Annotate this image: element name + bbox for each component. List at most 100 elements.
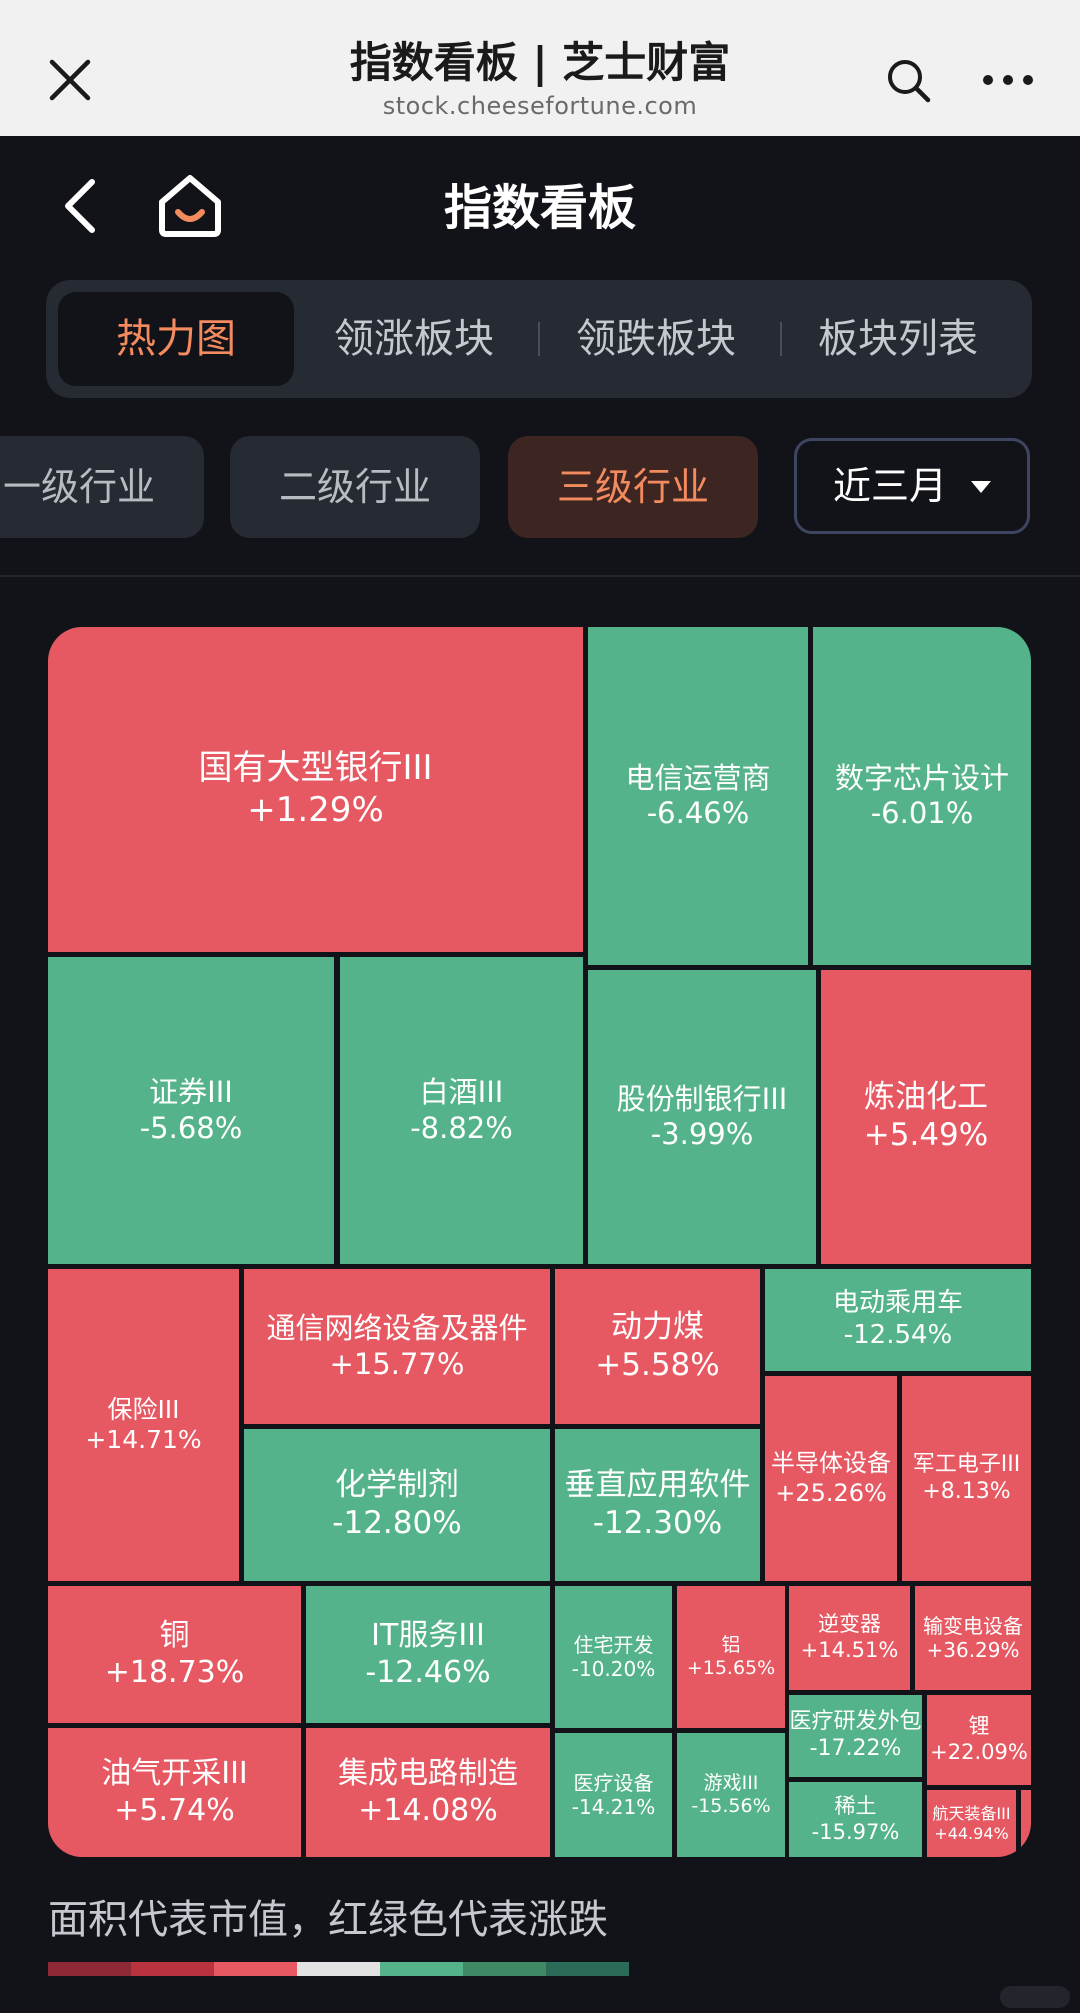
cell-sector-name: 输变电设备 [923,1613,1023,1638]
cell-change-value: -17.22% [809,1736,902,1761]
cell-sector-name: 股份制银行III [616,1081,788,1116]
chevron-left-icon[interactable] [56,176,108,236]
treemap-cell[interactable]: 动力煤 +5.58% [555,1269,760,1424]
treemap-cell[interactable]: 半导体设备 +25.26% [765,1376,897,1581]
treemap-cell[interactable]: IT服务III -12.46% [306,1586,550,1723]
cell-sector-name: 电信运营商 [625,760,771,795]
legend-swatch [463,1962,546,1976]
cell-change-value: -3.99% [650,1117,754,1151]
treemap-cell[interactable]: 住宅开发 -10.20% [555,1586,672,1728]
cell-change-value: +18.73% [104,1654,245,1690]
cell-change-value: -10.20% [571,1657,656,1681]
cell-change-value: +44.94% [934,1823,1009,1843]
caret-down-icon [971,481,991,493]
tab-separator [538,322,540,356]
cell-sector-name: 铝 [721,1633,741,1656]
cell-sector-name: 军工电子III [912,1451,1021,1477]
cell-sector-name: 油气开采III [101,1755,248,1791]
treemap-cell[interactable]: 铝 +15.65% [677,1586,785,1728]
treemap-cell[interactable]: 炼油化工 +5.49% [821,970,1031,1264]
cell-change-value: -6.01% [870,796,974,830]
treemap-cell[interactable]: 数字芯片设计 -6.01% [813,627,1031,965]
treemap-cell[interactable]: 游戏III -15.56% [677,1733,785,1857]
cell-change-value: -15.97% [811,1819,900,1844]
treemap-cell[interactable]: 电动乘用车 -12.54% [765,1269,1031,1371]
treemap-cell[interactable]: 电信运营商 -6.46% [588,627,808,965]
treemap-cell[interactable]: 医疗设备 -14.21% [555,1733,672,1857]
tab-top-gainers[interactable]: 领涨板块 [334,316,494,362]
treemap-cell[interactable]: 航天装备III +44.94% [927,1790,1016,1857]
treemap-cell[interactable]: 锂 +22.09% [927,1695,1031,1785]
home-icon[interactable] [154,170,226,238]
tab-separator [780,322,782,356]
legend-swatch [214,1962,297,1976]
divider [0,575,1080,577]
cell-change-value: -12.30% [592,1505,723,1541]
treemap-cell[interactable]: 化学制剂 -12.80% [244,1429,550,1581]
cell-change-value: +15.77% [329,1346,465,1381]
cell-change-value: +15.65% [686,1657,776,1679]
cell-change-value: +5.58% [595,1346,720,1383]
cell-change-value: +14.08% [358,1792,498,1828]
browser-bar: 指数看板 | 芝士财富 stock.cheesefortune.com [0,0,1080,136]
tab-top-losers[interactable]: 领跌板块 [576,316,736,362]
treemap-cell[interactable]: 白酒III -8.82% [340,957,583,1264]
treemap-cell[interactable]: 垂直应用软件 -12.30% [555,1429,760,1581]
treemap-cell[interactable]: 通信网络设备及器件 +15.77% [244,1269,550,1424]
cell-change-value: -12.54% [843,1320,953,1350]
period-select[interactable]: 近三月 [794,438,1030,534]
close-icon[interactable] [44,54,96,106]
chip-level-2[interactable]: 二级行业 [230,436,480,538]
cell-change-value: +8.13% [922,1478,1011,1504]
treemap-cell[interactable]: 逆变器 +14.51% [789,1586,910,1690]
treemap-cell[interactable]: 输变电设备 +36.29% [915,1586,1031,1690]
cell-sector-name: 炼油化工 [864,1079,988,1116]
treemap-cell[interactable]: 稀土 -15.97% [789,1782,922,1857]
period-label: 近三月 [833,464,948,508]
treemap-cell[interactable]: 集成电路制造 +14.08% [306,1728,550,1857]
cell-change-value: -12.46% [365,1654,491,1690]
treemap-cell[interactable]: 证券III -5.68% [48,957,334,1264]
cell-change-value: -12.80% [332,1505,462,1541]
treemap-cell[interactable]: 油气开采III +5.74% [48,1728,301,1857]
browser-url: stock.cheesefortune.com [382,92,698,120]
treemap-cell[interactable]: 国有大型银行III +1.29% [48,627,583,952]
legend-swatch [48,1962,131,1976]
cell-change-value: -6.46% [646,796,750,830]
treemap-cell[interactable]: 股份制银行III -3.99% [588,970,816,1264]
cell-change-value: -15.56% [691,1795,771,1817]
cell-sector-name: 化学制剂 [335,1467,459,1504]
cell-change-value: +5.49% [863,1117,989,1153]
cell-sector-name: IT服务III [371,1617,485,1653]
treemap-cell[interactable]: 铜 +18.73% [48,1586,301,1723]
treemap-cell[interactable]: 军工电子III +8.13% [902,1376,1031,1581]
cell-sector-name: 航天装备III [932,1803,1011,1823]
treemap-cell[interactable]: 医疗研发外包 -17.22% [789,1695,922,1777]
heatmap-treemap: 国有大型银行III +1.29% 电信运营商 -6.46% 数字芯片设计 -6.01% 证券… [48,627,1031,1857]
cell-change-value: +22.09% [930,1740,1028,1764]
treemap-cell[interactable]: 保险III +14.71% [48,1269,239,1581]
cell-change-value: -14.21% [571,1795,656,1819]
treemap-cell-sliver[interactable] [1021,1790,1031,1857]
cell-sector-name: 数字芯片设计 [834,760,1009,795]
chip-level-1[interactable]: 一级行业 [0,436,204,538]
more-horizontal-icon[interactable] [982,62,1034,98]
chip-level-3[interactable]: 三级行业 [508,436,758,538]
tab-sector-list[interactable]: 板块列表 [818,316,978,362]
cell-sector-name: 逆变器 [818,1612,881,1637]
cell-sector-name: 医疗研发外包 [789,1709,922,1735]
cell-sector-name: 证券III [149,1075,233,1110]
search-icon[interactable] [884,56,932,104]
color-legend [48,1962,629,1976]
cell-change-value: +25.26% [775,1478,887,1507]
cell-sector-name: 动力煤 [611,1308,704,1345]
cell-sector-name: 铜 [159,1617,190,1653]
heatmap-caption: 面积代表市值，红绿色代表涨跌 [48,1897,608,1943]
cell-change-value: +36.29% [926,1638,1020,1662]
legend-swatch [131,1962,214,1976]
legend-swatch [546,1962,629,1976]
cell-sector-name: 锂 [968,1714,990,1739]
cell-sector-name: 通信网络设备及器件 [266,1311,528,1346]
page-title: 指数看板 [443,180,636,236]
tab-heatmap[interactable]: 热力图 [58,292,294,386]
